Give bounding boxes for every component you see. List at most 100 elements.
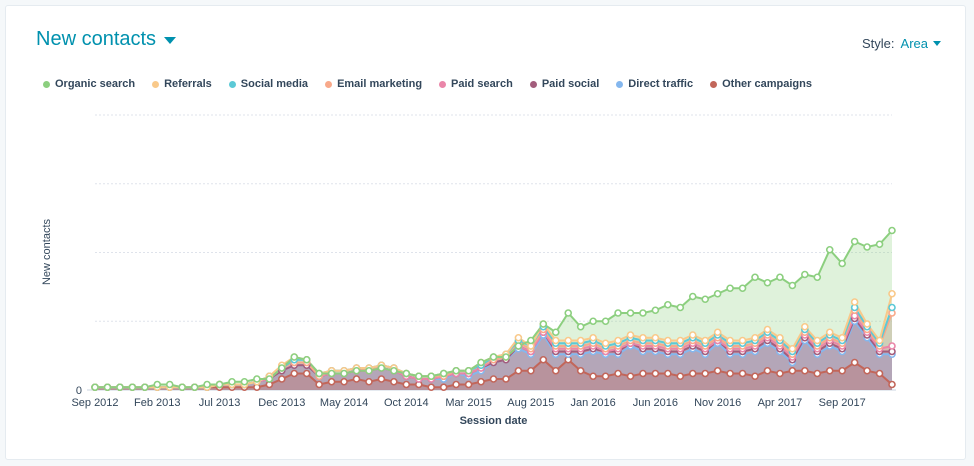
style-label: Style: (862, 36, 895, 51)
data-point (688, 292, 697, 301)
data-point (601, 339, 610, 348)
data-point (576, 366, 585, 375)
data-point (427, 383, 436, 392)
data-point (863, 243, 871, 251)
data-point (377, 375, 386, 383)
x-tick-label: Sep 2017 (819, 397, 866, 409)
legend-item[interactable]: Direct traffic (616, 78, 693, 90)
data-point (576, 336, 585, 345)
legend-dot-icon (325, 80, 333, 88)
legend-dot-icon (152, 80, 160, 88)
area-other-campaigns (95, 359, 892, 390)
data-point (589, 333, 597, 342)
legend-item[interactable]: Referrals (152, 78, 212, 90)
data-point (116, 383, 124, 392)
legend-item[interactable]: Other campaigns (710, 78, 812, 90)
legend-label: Other campaigns (722, 78, 812, 90)
data-point (801, 322, 809, 331)
data-point (838, 366, 846, 375)
x-tick-label: Sep 2012 (71, 397, 118, 409)
data-point (813, 336, 822, 345)
style-selector: Style: Area (862, 36, 941, 51)
style-dropdown[interactable]: Area (901, 36, 941, 51)
data-point (701, 336, 710, 345)
legend-label: Direct traffic (628, 78, 694, 90)
chevron-down-icon (933, 41, 941, 46)
data-point (776, 273, 784, 282)
legend-label: Referrals (164, 78, 212, 90)
data-point (726, 284, 734, 293)
data-point (340, 369, 348, 378)
data-point (614, 309, 622, 317)
data-point (664, 369, 672, 378)
data-point (564, 309, 573, 317)
data-point (651, 333, 660, 342)
data-point (850, 358, 859, 367)
data-point (626, 331, 635, 339)
data-point (788, 344, 797, 353)
legend-dot-icon (529, 80, 537, 88)
x-tick-label: Mar 2015 (445, 397, 491, 409)
data-point (178, 383, 186, 392)
data-point (838, 333, 846, 342)
data-point (875, 369, 884, 378)
data-point (626, 372, 635, 381)
x-tick-label: Jan 2016 (570, 397, 615, 409)
data-point (651, 306, 660, 315)
data-point (190, 383, 199, 392)
legend-label: Email marketing (337, 78, 423, 90)
data-point (825, 366, 834, 375)
data-point (763, 278, 772, 287)
data-point (751, 372, 759, 381)
legend-item[interactable]: Email marketing (325, 78, 422, 90)
data-point (713, 328, 722, 337)
legend-item[interactable]: Paid social (529, 78, 599, 90)
data-point (726, 336, 734, 345)
data-point (713, 289, 722, 298)
data-point (365, 366, 373, 375)
data-point (390, 366, 398, 375)
x-tick-label: Dec 2013 (258, 397, 305, 409)
chevron-down-icon (164, 37, 177, 44)
data-point (626, 309, 635, 317)
data-point (801, 270, 809, 279)
x-tick-label: Nov 2016 (694, 397, 741, 409)
data-point (551, 366, 560, 375)
data-point (165, 380, 174, 389)
data-point (315, 380, 323, 389)
data-point (639, 333, 647, 342)
data-point (502, 375, 510, 383)
data-point (888, 303, 896, 312)
legend-item[interactable]: Social media (228, 78, 308, 90)
data-point (477, 377, 485, 386)
data-point (141, 383, 149, 392)
data-point (763, 366, 772, 375)
data-point (738, 284, 747, 293)
data-point (639, 309, 647, 317)
legend-label: Paid search (451, 78, 513, 90)
data-point (290, 369, 299, 378)
data-point (788, 281, 797, 290)
data-point (664, 336, 672, 345)
x-tick-label: Oct 2014 (384, 397, 429, 409)
data-point (464, 380, 473, 389)
data-point (551, 336, 560, 345)
y-axis-title: New contacts (41, 218, 53, 285)
data-point (290, 353, 299, 361)
x-tick-label: Aug 2015 (507, 397, 554, 409)
data-point (527, 336, 535, 345)
data-point (688, 369, 697, 378)
data-point (788, 366, 797, 375)
data-point (352, 375, 361, 383)
data-point (726, 369, 734, 378)
data-point (427, 372, 436, 381)
legend-item[interactable]: Organic search (43, 78, 135, 90)
legend-dot-icon (43, 80, 50, 88)
data-point (514, 366, 523, 375)
data-point (452, 366, 460, 375)
chart-title-dropdown[interactable]: New contacts (36, 28, 177, 51)
data-point (888, 380, 896, 389)
data-point (888, 289, 896, 298)
data-point (738, 336, 747, 345)
legend-item[interactable]: Paid search (439, 78, 513, 90)
